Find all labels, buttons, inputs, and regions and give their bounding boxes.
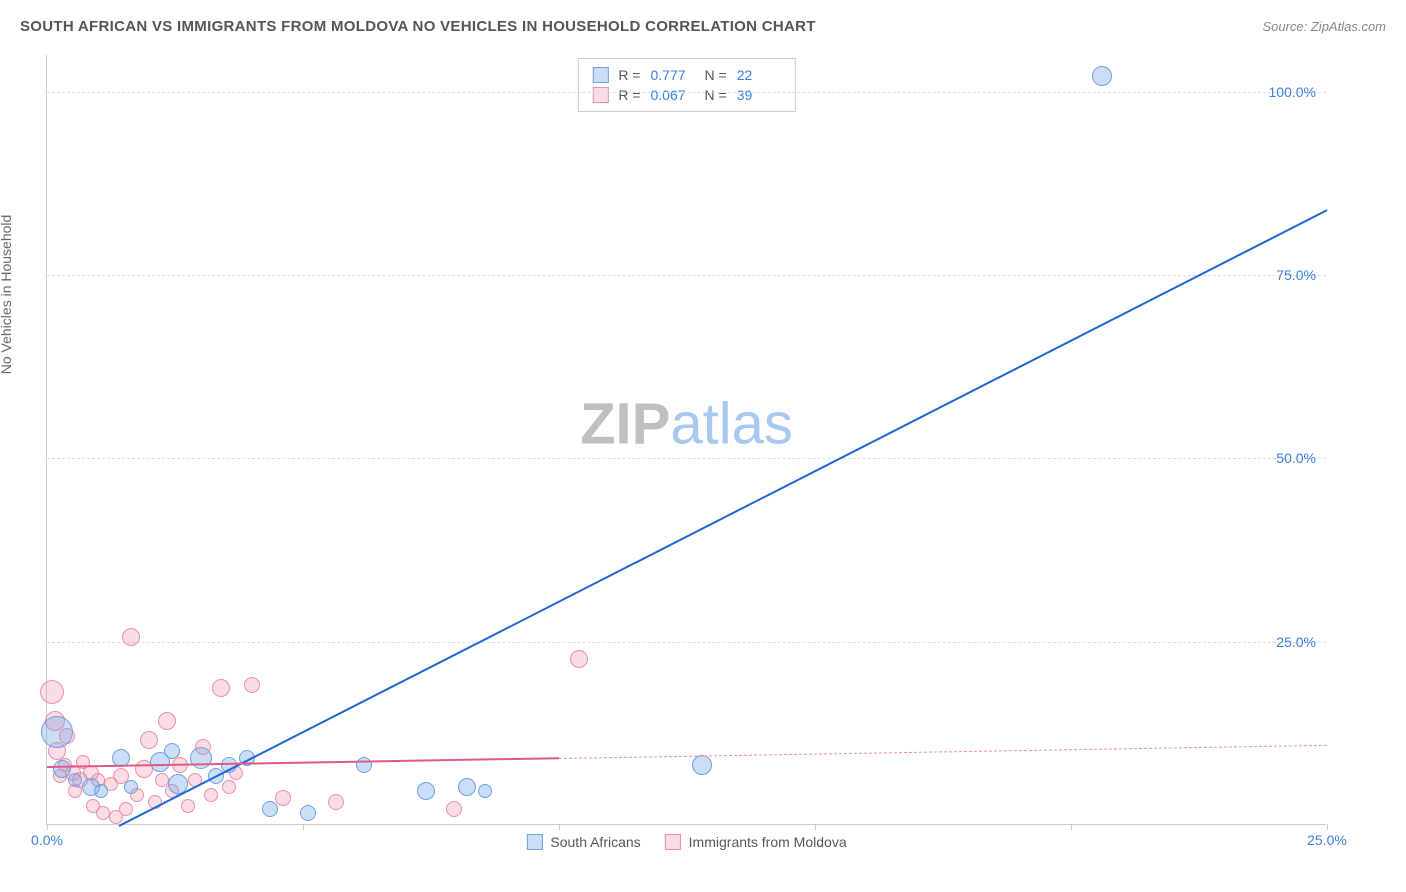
x-tick-mark [47, 824, 48, 830]
watermark: ZIPatlas [580, 391, 793, 458]
gridline [47, 275, 1326, 276]
pink-bubble [96, 806, 110, 820]
blue-bubble [1092, 66, 1112, 86]
pink-bubble [244, 677, 260, 693]
pink-bubble [212, 679, 230, 697]
chart-header: SOUTH AFRICAN VS IMMIGRANTS FROM MOLDOVA… [20, 18, 1386, 35]
pink-bubble [204, 788, 218, 802]
legend-label-pink: Immigrants from Moldova [689, 834, 847, 850]
pink-bubble [158, 712, 176, 730]
gridline [47, 458, 1326, 459]
legend-item-blue: South Africans [526, 834, 640, 850]
pink-bubble [122, 628, 140, 646]
pink-bubble [119, 802, 133, 816]
y-tick-label: 50.0% [1276, 450, 1316, 466]
swatch-pink [592, 87, 608, 103]
plot-area: ZIPatlas R = 0.777 N = 22 R = 0.067 N = … [46, 55, 1326, 825]
blue-bubble [94, 784, 108, 798]
blue-bubble [300, 805, 316, 821]
x-tick-label: 0.0% [31, 832, 63, 848]
swatch-blue [592, 67, 608, 83]
pink-bubble [222, 780, 236, 794]
blue-trendline [118, 209, 1327, 827]
pink-bubble [570, 650, 588, 668]
stats-row-blue: R = 0.777 N = 22 [592, 65, 780, 85]
stats-row-pink: R = 0.067 N = 39 [592, 85, 780, 105]
source-label: Source: ZipAtlas.com [1262, 19, 1386, 34]
x-tick-mark [559, 824, 560, 830]
gridline [47, 642, 1326, 643]
legend-item-pink: Immigrants from Moldova [665, 834, 847, 850]
x-tick-mark [1327, 824, 1328, 830]
pink-bubble [446, 801, 462, 817]
pink-bubble [181, 799, 195, 813]
stat-r-blue: 0.777 [651, 67, 695, 83]
watermark-part1: ZIP [580, 392, 670, 457]
x-tick-mark [1071, 824, 1072, 830]
pink-bubble [40, 680, 64, 704]
x-tick-mark [303, 824, 304, 830]
blue-bubble [692, 755, 712, 775]
y-tick-label: 75.0% [1276, 267, 1316, 283]
y-tick-label: 100.0% [1269, 84, 1316, 100]
legend-label-blue: South Africans [550, 834, 640, 850]
swatch-pink [665, 834, 681, 850]
stat-n-label: N = [705, 67, 727, 83]
blue-bubble [458, 778, 476, 796]
blue-bubble [164, 743, 180, 759]
y-tick-label: 25.0% [1276, 634, 1316, 650]
pink-bubble [140, 731, 158, 749]
blue-bubble [41, 716, 73, 748]
blue-bubble [262, 801, 278, 817]
stat-r-pink: 0.067 [651, 87, 695, 103]
pink-trendline-dash [559, 744, 1327, 758]
blue-bubble [68, 773, 82, 787]
bottom-legend: South Africans Immigrants from Moldova [526, 834, 846, 850]
stat-n-pink: 39 [737, 87, 781, 103]
stats-legend-box: R = 0.777 N = 22 R = 0.067 N = 39 [577, 58, 795, 112]
x-tick-label: 25.0% [1307, 832, 1347, 848]
blue-bubble [124, 780, 138, 794]
gridline [47, 92, 1326, 93]
watermark-part2: atlas [670, 392, 793, 457]
y-axis-label: No Vehicles in Household [0, 215, 14, 375]
stat-n-label: N = [705, 87, 727, 103]
blue-bubble [417, 782, 435, 800]
blue-bubble [190, 747, 212, 769]
chart-title: SOUTH AFRICAN VS IMMIGRANTS FROM MOLDOVA… [20, 18, 816, 35]
x-tick-mark [815, 824, 816, 830]
stat-n-blue: 22 [737, 67, 781, 83]
blue-bubble [478, 784, 492, 798]
stat-r-label: R = [618, 87, 640, 103]
pink-bubble [275, 790, 291, 806]
stat-r-label: R = [618, 67, 640, 83]
pink-bubble [328, 794, 344, 810]
swatch-blue [526, 834, 542, 850]
